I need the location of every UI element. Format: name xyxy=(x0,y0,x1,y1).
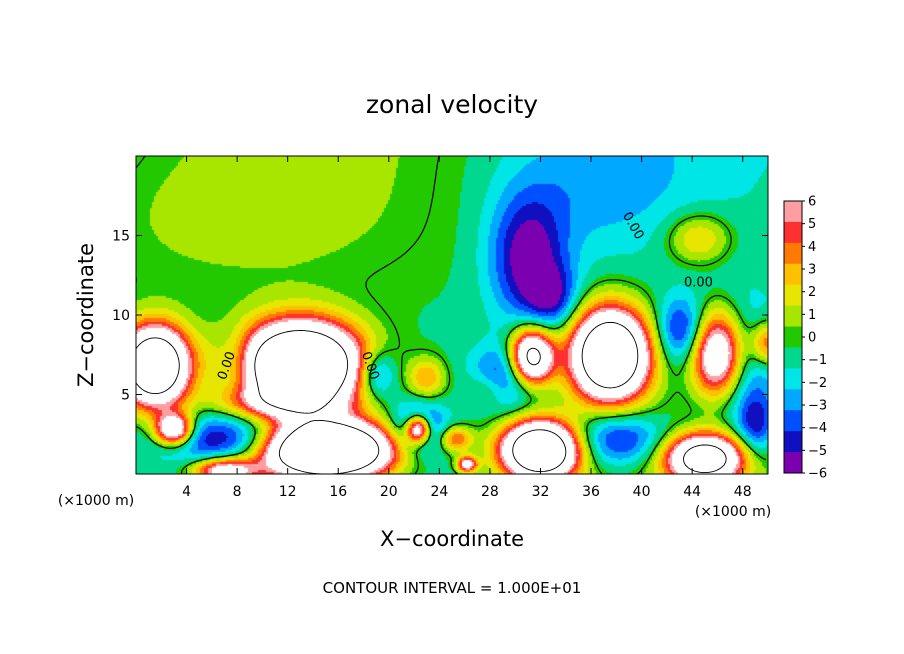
x-tick-label: 4 xyxy=(182,484,191,500)
colorbar-swatch xyxy=(784,431,802,453)
colorbar-swatch xyxy=(784,242,802,265)
x-tick-label: 40 xyxy=(633,484,651,500)
colorbar-tick-label: 6 xyxy=(808,195,816,210)
colorbar-tick-label: −5 xyxy=(808,444,827,459)
x-tick-label: 28 xyxy=(481,484,499,500)
colorbar-swatch xyxy=(784,221,802,244)
x-tick-label: 24 xyxy=(430,484,448,500)
x-tick-label: 32 xyxy=(532,484,550,500)
x-tick-label: 44 xyxy=(683,484,701,500)
x-tick-label: 8 xyxy=(233,484,242,500)
colorbar: 6 5 4 3 2 1 0 −1 −2 −3 −4 −5 −6 xyxy=(783,195,827,482)
colorbar-tick-label: 4 xyxy=(808,240,816,255)
colorbar-swatch xyxy=(784,410,802,432)
x-axis: 4 8 12 16 20 24 28 32 36 40 44 48 xyxy=(182,156,752,500)
contour-interval-note: CONTOUR INTERVAL = 1.000E+01 xyxy=(323,579,582,597)
colorbar-swatch xyxy=(784,347,802,369)
x-tick-label: 12 xyxy=(279,484,297,500)
colorbar-swatch xyxy=(784,201,802,223)
x-tick-label: 16 xyxy=(329,484,347,500)
colorbar-tick-label: 1 xyxy=(808,308,816,323)
x-tick-label: 48 xyxy=(734,484,752,500)
colorbar-tick-label: −3 xyxy=(808,399,827,414)
colorbar-swatch xyxy=(784,305,802,328)
colorbar-tick-label: −1 xyxy=(808,353,827,368)
x-axis-title: X−coordinate xyxy=(380,527,524,551)
x-tick-label: 36 xyxy=(582,484,600,500)
colorbar-swatch xyxy=(784,452,802,474)
colorbar-swatch xyxy=(784,389,802,411)
contour-positive xyxy=(135,321,727,475)
colorbar-tick-label: −6 xyxy=(808,467,827,482)
colorbar-swatch xyxy=(784,368,802,390)
x-tick-label: 20 xyxy=(380,484,398,500)
chart-title: zonal velocity xyxy=(366,90,538,119)
colorbar-tick-label: 2 xyxy=(808,285,816,300)
y-tick-label: 10 xyxy=(112,308,130,324)
x-unit-label-left: (×1000 m) xyxy=(58,493,134,509)
colorbar-tick-label: −2 xyxy=(808,376,827,391)
colorbar-tick-label: 5 xyxy=(808,217,816,232)
y-tick-label: 15 xyxy=(112,229,130,245)
colorbar-swatch xyxy=(784,263,802,286)
contour-label-1: 0.00 xyxy=(684,276,713,291)
colorbar-swatch xyxy=(784,326,802,348)
y-axis: 5 10 15 xyxy=(112,229,768,404)
y-axis-title: Z−coordinate xyxy=(74,243,98,387)
contour-zero xyxy=(135,155,767,475)
contour-lines xyxy=(135,155,767,475)
colorbar-tick-label: −4 xyxy=(808,421,827,436)
heatmap-field xyxy=(136,156,768,474)
x-unit-label-right: (×1000 m) xyxy=(695,504,771,520)
colorbar-swatch xyxy=(784,284,802,307)
colorbar-tick-label: 0 xyxy=(808,331,816,346)
colorbar-tick-label: 3 xyxy=(808,263,816,278)
y-tick-label: 5 xyxy=(121,388,130,404)
